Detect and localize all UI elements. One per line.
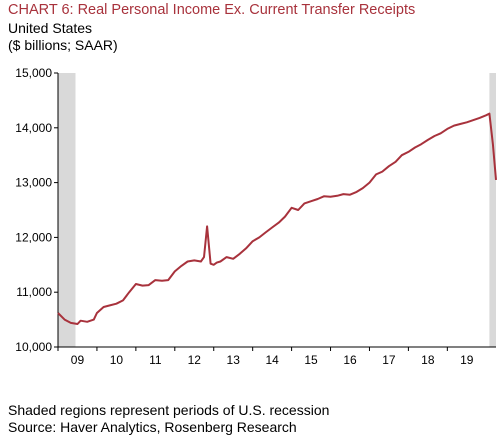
x-tick-label: 16 (343, 353, 357, 367)
chart-subtitle-region: United States (8, 20, 93, 36)
x-tick-label: 13 (227, 353, 241, 367)
series-layer (57, 112, 497, 325)
series-line-0 (57, 112, 497, 325)
x-tick-label: 18 (421, 353, 435, 367)
recession-band-0 (58, 73, 76, 347)
x-tick-label: 09 (71, 353, 85, 367)
y-tick-label: 13,000 (15, 176, 52, 190)
recession-band-1 (489, 73, 496, 347)
chart-title: CHART 6: Real Personal Income Ex. Curren… (8, 2, 416, 18)
axes: 10,000 11,000 12,000 13,000 14,000 15,000 09 10… (15, 66, 496, 367)
x-tick-label: 17 (382, 353, 396, 367)
x-tick-label: 19 (460, 353, 474, 367)
recession-shading (58, 73, 496, 347)
y-tick-label: 10,000 (15, 340, 52, 354)
x-tick-label: 12 (188, 353, 202, 367)
y-tick-label: 15,000 (15, 66, 52, 80)
x-tick-label: 11 (149, 353, 162, 367)
x-tick-label: 10 (110, 353, 124, 367)
x-tick-label: 15 (304, 353, 318, 367)
chart-subtitle-units: ($ billions; SAAR) (8, 37, 118, 53)
y-tick-label: 12,000 (15, 230, 52, 244)
recession-note: Shaded regions represent periods of U.S.… (8, 402, 330, 418)
source-note: Source: Haver Analytics, Rosenberg Resea… (8, 419, 297, 435)
y-tick-label: 14,000 (15, 121, 52, 135)
x-tick-label: 14 (265, 353, 279, 367)
y-tick-label: 11,000 (16, 285, 52, 299)
